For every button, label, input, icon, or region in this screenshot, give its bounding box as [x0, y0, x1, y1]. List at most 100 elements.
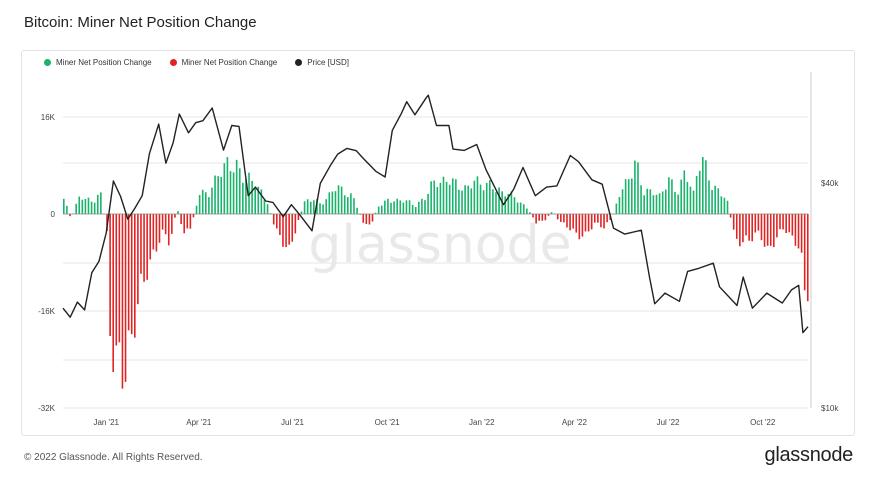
- net-position-bar-negative: [276, 214, 278, 229]
- net-position-bar-negative: [134, 214, 136, 338]
- legend-dot-negative: [169, 59, 177, 66]
- net-position-bar-positive: [464, 185, 466, 214]
- net-position-bar-positive: [658, 193, 661, 214]
- net-position-bar-positive: [448, 184, 451, 214]
- net-position-bar-positive: [461, 190, 463, 214]
- chart-card: [21, 50, 855, 436]
- x-tick-label: Oct '21: [375, 418, 401, 427]
- net-position-bar-negative: [186, 214, 189, 229]
- net-position-bar-positive: [340, 186, 343, 214]
- net-position-bar-positive: [90, 201, 93, 214]
- x-tick-label: Apr '21: [186, 418, 212, 427]
- net-position-bar-positive: [328, 192, 331, 214]
- net-position-bar-negative: [189, 214, 192, 229]
- net-position-bar-positive: [313, 200, 315, 214]
- net-position-bar-positive: [516, 202, 519, 214]
- net-position-bar-negative: [171, 214, 173, 234]
- net-position-bar-positive: [263, 199, 266, 214]
- net-position-bar-positive: [356, 207, 358, 214]
- net-position-bar-positive: [303, 201, 306, 214]
- net-position-bar-negative: [180, 214, 182, 225]
- net-position-bar-negative: [532, 214, 534, 218]
- net-position-bar-positive: [208, 197, 210, 214]
- net-position-bar-positive: [220, 176, 223, 214]
- net-position-bar-negative: [115, 214, 118, 346]
- net-position-bar-positive: [405, 200, 408, 214]
- net-position-bar-negative: [581, 214, 584, 237]
- net-position-bar-negative: [152, 214, 155, 250]
- net-position-bar-negative: [112, 214, 114, 372]
- net-position-bar-positive: [87, 197, 90, 214]
- legend-dot-positive: [44, 59, 51, 66]
- net-position-bar-positive: [668, 177, 670, 214]
- x-tick-label: Jan '22: [469, 418, 495, 427]
- net-position-bar-negative: [578, 214, 581, 240]
- net-position-bar-negative: [121, 214, 124, 389]
- net-position-bar-positive: [485, 183, 488, 214]
- net-position-bar-negative: [732, 214, 735, 230]
- net-position-bar-negative: [769, 214, 772, 246]
- net-position-bar-negative: [130, 214, 133, 335]
- net-position-bar-negative: [124, 214, 127, 382]
- net-position-bar-positive: [445, 181, 448, 214]
- net-position-bar-positive: [664, 189, 667, 214]
- net-position-bar-negative: [183, 214, 185, 234]
- net-position-bar-negative: [535, 214, 537, 224]
- net-position-bar-positive: [427, 193, 429, 214]
- net-position-bar-positive: [384, 200, 386, 214]
- net-position-bar-negative: [776, 214, 778, 238]
- net-position-bar-positive: [408, 200, 411, 214]
- x-tick-label: Jul '21: [281, 418, 304, 427]
- net-position-bar-positive: [498, 187, 500, 214]
- net-position-bar-negative: [164, 214, 167, 235]
- net-position-bar-positive: [322, 204, 324, 214]
- net-position-bar-negative: [788, 214, 791, 233]
- net-position-bar-negative: [365, 214, 368, 225]
- net-position-bar-negative: [143, 214, 145, 282]
- net-position-bar-positive: [205, 192, 207, 214]
- net-position-bar-negative: [800, 214, 803, 253]
- net-position-bar-positive: [63, 198, 65, 214]
- net-position-bar-positive: [393, 201, 395, 214]
- net-position-bar-negative: [538, 214, 540, 221]
- net-position-bar-negative: [288, 214, 290, 245]
- net-position-bar-positive: [238, 168, 241, 214]
- legend-label-negative: Miner Net Position Change: [181, 58, 278, 67]
- net-position-bar-negative: [791, 214, 794, 236]
- net-position-bar-positive: [649, 189, 652, 214]
- x-tick-label: Apr '22: [562, 418, 588, 427]
- net-position-bar-negative: [779, 214, 781, 230]
- net-position-bar-positive: [692, 190, 695, 214]
- net-position-bar-positive: [646, 188, 649, 214]
- net-position-bar-positive: [306, 199, 309, 214]
- net-position-bar-positive: [526, 208, 528, 214]
- glassnode-logo: glassnode: [764, 444, 854, 466]
- net-position-bar-positive: [631, 178, 633, 214]
- net-position-bar-positive: [411, 204, 414, 214]
- net-position-bar-positive: [226, 157, 229, 214]
- net-position-bar-positive: [198, 195, 201, 214]
- price-line: [62, 94, 809, 334]
- net-position-bar-positive: [723, 197, 726, 214]
- net-position-bar-positive: [624, 179, 627, 214]
- net-position-bar-positive: [232, 172, 235, 214]
- legend-item-negative[interactable]: Miner Net Position Change: [169, 58, 278, 67]
- net-position-bar-positive: [266, 204, 269, 214]
- y-left-tick-label: -16K: [38, 307, 56, 316]
- net-position-bar-negative: [797, 214, 800, 249]
- copyright-text: © 2022 Glassnode. All Rights Reserved.: [24, 452, 203, 463]
- net-position-bar-positive: [442, 176, 445, 214]
- net-position-bar-negative: [127, 214, 130, 331]
- legend-item-positive[interactable]: Miner Net Position Change: [44, 58, 152, 67]
- net-position-bar-positive: [229, 171, 232, 214]
- net-position-bar-negative: [766, 214, 769, 246]
- net-position-bar-positive: [680, 179, 682, 214]
- net-position-bar-positive: [522, 204, 525, 214]
- net-position-bar-positive: [223, 163, 226, 214]
- net-position-bar-positive: [529, 212, 531, 214]
- net-position-bar-positive: [374, 212, 377, 214]
- legend-label-price: Price [USD]: [307, 58, 350, 67]
- net-position-bar-positive: [396, 198, 398, 214]
- legend-item-price[interactable]: Price [USD]: [295, 58, 349, 67]
